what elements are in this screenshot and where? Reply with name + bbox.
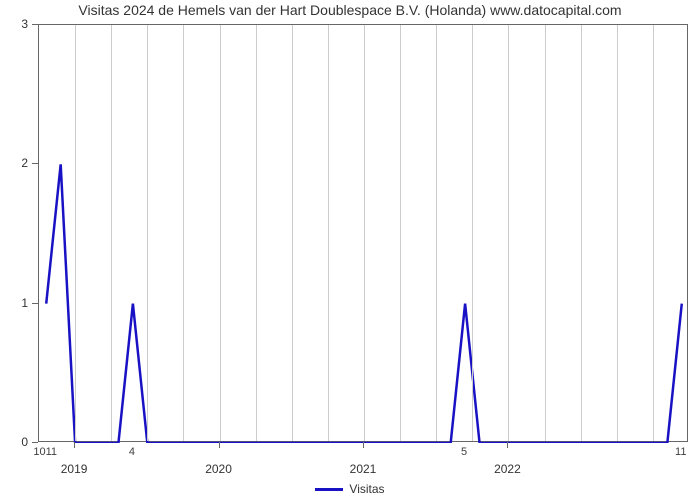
x-axis-tick-label: 2021: [350, 462, 377, 476]
gridline-vertical: [653, 25, 654, 441]
legend-label: Visitas: [349, 482, 384, 496]
legend-item-visitas: Visitas: [315, 482, 384, 496]
data-point-label: 1011: [33, 446, 57, 458]
gridline-vertical: [472, 25, 473, 441]
gridline-vertical: [508, 25, 509, 441]
y-axis-tick: [32, 163, 38, 164]
y-axis-tick-label: 1: [0, 296, 28, 310]
y-axis-tick: [32, 303, 38, 304]
gridline-vertical: [220, 25, 221, 441]
y-axis-tick: [32, 24, 38, 25]
gridline-vertical: [400, 25, 401, 441]
gridline-vertical: [292, 25, 293, 441]
chart-title: Visitas 2024 de Hemels van der Hart Doub…: [0, 2, 700, 18]
x-axis-tick-label: 2022: [494, 462, 521, 476]
gridline-vertical: [581, 25, 582, 441]
gridline-vertical: [75, 25, 76, 441]
gridline-vertical: [256, 25, 257, 441]
y-axis-tick-label: 3: [0, 17, 28, 31]
x-axis-tick-label: 2019: [61, 462, 88, 476]
data-point-label: 5: [461, 446, 467, 458]
y-axis-tick-label: 2: [0, 156, 28, 170]
chart-container: Visitas 2024 de Hemels van der Hart Doub…: [0, 0, 700, 500]
x-axis-tick: [507, 442, 508, 448]
x-axis-tick: [363, 442, 364, 448]
x-axis-tick: [74, 442, 75, 448]
gridline-vertical: [147, 25, 148, 441]
gridline-vertical: [183, 25, 184, 441]
data-point-label: 11: [675, 446, 686, 458]
y-axis-tick: [32, 442, 38, 443]
data-point-label: 4: [129, 446, 135, 458]
gridline-vertical: [436, 25, 437, 441]
legend: Visitas: [0, 480, 700, 497]
plot-area: [38, 24, 688, 442]
x-axis-tick: [219, 442, 220, 448]
gridline-vertical: [328, 25, 329, 441]
gridline-vertical: [617, 25, 618, 441]
gridline-vertical: [545, 25, 546, 441]
gridline-vertical: [364, 25, 365, 441]
gridline-vertical: [111, 25, 112, 441]
legend-swatch: [315, 488, 343, 491]
y-axis-tick-label: 0: [0, 435, 28, 449]
x-axis-tick-label: 2020: [205, 462, 232, 476]
